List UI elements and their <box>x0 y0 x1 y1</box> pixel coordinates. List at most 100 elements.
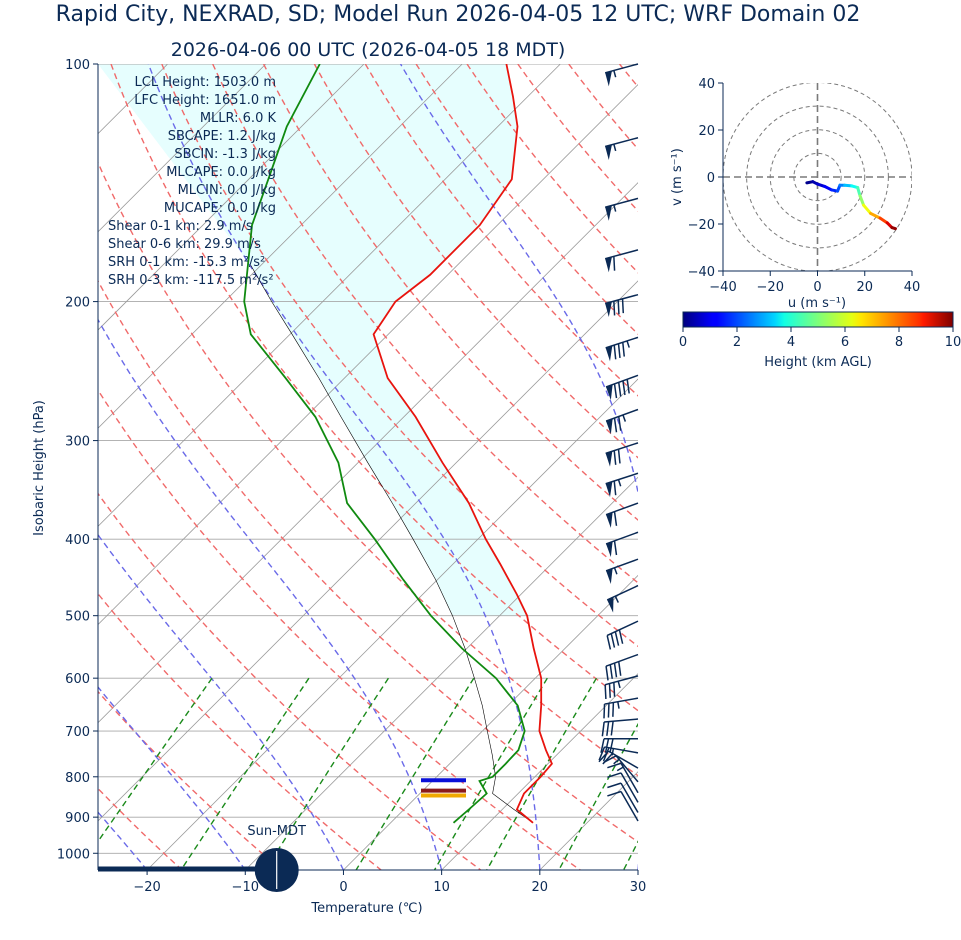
barb-staff <box>606 443 638 454</box>
barb-half <box>618 702 619 709</box>
y-tick-label: 400 <box>65 533 90 548</box>
x-tick-label: 30 <box>630 880 647 895</box>
moist-adiabat-line <box>0 57 147 870</box>
hodograph-segment <box>871 213 880 218</box>
wind-barb <box>604 698 638 718</box>
colorbar-tick-label: 4 <box>787 335 795 350</box>
barb-staff <box>606 337 638 348</box>
barb-full <box>623 299 624 313</box>
wind-barbs <box>599 64 638 821</box>
barb-staff <box>605 698 638 704</box>
moist-adiabat-line <box>736 57 842 870</box>
wind-barb <box>605 250 638 272</box>
barb-full <box>615 632 618 646</box>
index-line: MLCAPE: 0.0 J/kg <box>166 165 276 180</box>
y-tick-label: 100 <box>65 58 90 73</box>
dry-adiabat-line <box>569 64 961 870</box>
index-line: Shear 0-1 km: 2.9 m/s <box>108 219 253 234</box>
barb-full <box>613 702 614 716</box>
colorbar-tick-label: 8 <box>895 335 903 350</box>
y-tick-label: 300 <box>65 435 90 450</box>
x-axis-label: Temperature (℃) <box>310 901 422 916</box>
hodograph-x-label: u (m s⁻¹) <box>788 296 846 311</box>
barb-half <box>623 415 625 422</box>
figure-subtitle: 2026-04-06 00 UTC (2026-04-05 18 MDT) <box>171 39 566 61</box>
barb-flag <box>605 302 612 317</box>
mixing-ratio-lines <box>78 678 768 870</box>
barb-half <box>627 341 629 348</box>
wind-barb <box>607 792 638 821</box>
barb-flag <box>606 542 613 558</box>
colorbar-gradient <box>683 312 953 327</box>
hodograph-y-tick-label: −20 <box>688 218 715 233</box>
sun-label: Sun-MDT <box>247 824 306 839</box>
barb-staff <box>606 532 638 544</box>
barb-full <box>610 684 611 698</box>
barb-full <box>615 541 617 555</box>
wind-barb <box>606 443 638 467</box>
x-tick-label: −20 <box>133 880 160 895</box>
barb-flag <box>605 257 612 272</box>
wind-barb <box>605 138 638 160</box>
hodograph-x-tick-label: −40 <box>709 280 736 295</box>
colorbar-tick-label: 2 <box>733 335 741 350</box>
colorbar-tick-label: 6 <box>841 335 849 350</box>
index-line: SRH 0-3 km: -117.5 m²/s² <box>108 273 274 288</box>
colorbar-tick-label: 0 <box>679 335 687 350</box>
y-tick-label: 900 <box>65 811 90 826</box>
hodograph-y-label: v (m s⁻¹) <box>670 148 685 206</box>
barb-half <box>614 70 616 77</box>
wind-barb <box>606 337 638 361</box>
barb-full <box>619 449 620 463</box>
hodograph-x-tick-label: 40 <box>904 280 921 295</box>
hodograph-y-tick-label: 0 <box>707 171 715 186</box>
barb-staff <box>606 655 638 667</box>
barb-full <box>618 300 619 314</box>
barb-full <box>614 682 615 696</box>
hodograph-y-tick-label: 20 <box>698 124 715 139</box>
barb-full <box>614 451 615 465</box>
x-tick-label: 20 <box>532 880 549 895</box>
barb-flag <box>606 512 613 528</box>
barb-half <box>615 568 617 575</box>
index-line: LCL Height: 1503.0 m <box>135 75 276 90</box>
barb-flag <box>605 71 612 86</box>
index-line: SRH 0-1 km: -15.3 m²/s² <box>108 255 265 270</box>
hodograph-x-tick-label: 20 <box>856 280 873 295</box>
mixing-ratio-line <box>356 678 474 870</box>
dry-adiabat-line <box>772 64 961 870</box>
hodograph-segment <box>860 196 864 205</box>
barb-full <box>607 722 609 736</box>
y-tick-label: 1000 <box>57 847 90 862</box>
barb-full <box>611 721 613 735</box>
y-tick-label: 700 <box>65 725 90 740</box>
parcel-profile-line <box>251 266 533 823</box>
barb-full <box>619 417 621 431</box>
barb-full <box>614 345 615 359</box>
wind-barb <box>605 676 638 699</box>
barb-full <box>619 344 620 358</box>
y-tick-label: 800 <box>65 771 90 786</box>
dry-adiabat-line <box>874 64 961 870</box>
mixing-ratio-line <box>624 678 725 870</box>
mixing-ratio-line <box>181 678 309 870</box>
index-line: MLCIN: 0.0 J/kg <box>178 183 276 198</box>
hodograph-segment <box>892 228 896 229</box>
wind-barb <box>607 621 638 649</box>
level-markers <box>421 780 466 795</box>
barb-flag <box>606 568 613 584</box>
barb-full <box>614 301 615 315</box>
y-tick-label: 500 <box>65 610 90 625</box>
hodograph-y-tick-label: 40 <box>698 77 715 92</box>
wind-barb <box>607 586 638 613</box>
colorbar-tick-label: 10 <box>945 335 961 350</box>
barb-staff <box>604 719 638 722</box>
barb-full <box>610 665 612 679</box>
index-line: MUCAPE: 0.0 J/kg <box>164 201 276 216</box>
barb-full <box>615 663 617 677</box>
barb-staff <box>607 621 638 635</box>
